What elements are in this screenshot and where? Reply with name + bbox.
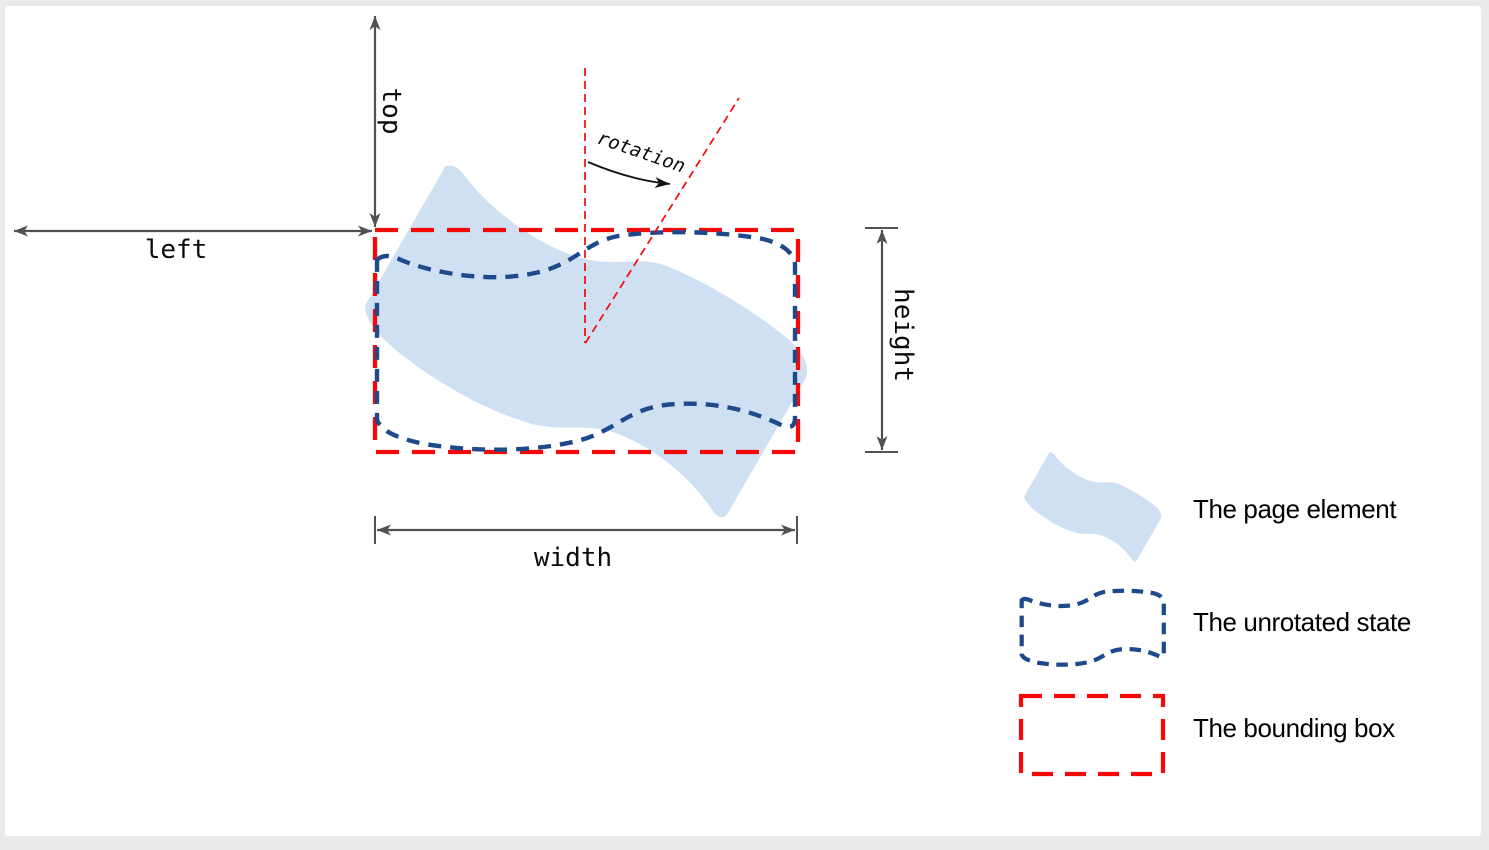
legend-item-label: The page element <box>1193 494 1397 524</box>
top-dimension-arrow: top <box>369 15 406 227</box>
diagram-canvas: rotation top left height <box>5 6 1481 836</box>
width-dimension-arrow: width <box>374 516 798 573</box>
page-element-icon <box>1019 445 1166 569</box>
legend-item-label: The bounding box <box>1193 713 1395 743</box>
unrotated-state-icon <box>1022 591 1164 665</box>
legend: The page element The unrotated state The… <box>1018 445 1411 777</box>
bounding-box-diagram: rotation top left height <box>14 15 1411 777</box>
legend-item-label: The unrotated state <box>1193 607 1411 637</box>
bounding-box-icon <box>1018 693 1166 777</box>
left-dimension-arrow: left <box>14 225 372 265</box>
left-label: left <box>145 235 208 265</box>
height-dimension-arrow: height <box>865 227 918 453</box>
legend-item-bounding-box: The bounding box <box>1018 693 1396 777</box>
width-label: width <box>534 543 612 573</box>
main-diagram: rotation top left height <box>14 15 918 573</box>
height-label: height <box>888 288 918 382</box>
rotation-angle-line <box>584 97 740 344</box>
legend-item-page-element: The page element <box>1019 445 1398 569</box>
legend-item-unrotated-state: The unrotated state <box>1022 591 1411 665</box>
top-label: top <box>376 88 406 135</box>
rotation-arrow <box>587 161 671 189</box>
